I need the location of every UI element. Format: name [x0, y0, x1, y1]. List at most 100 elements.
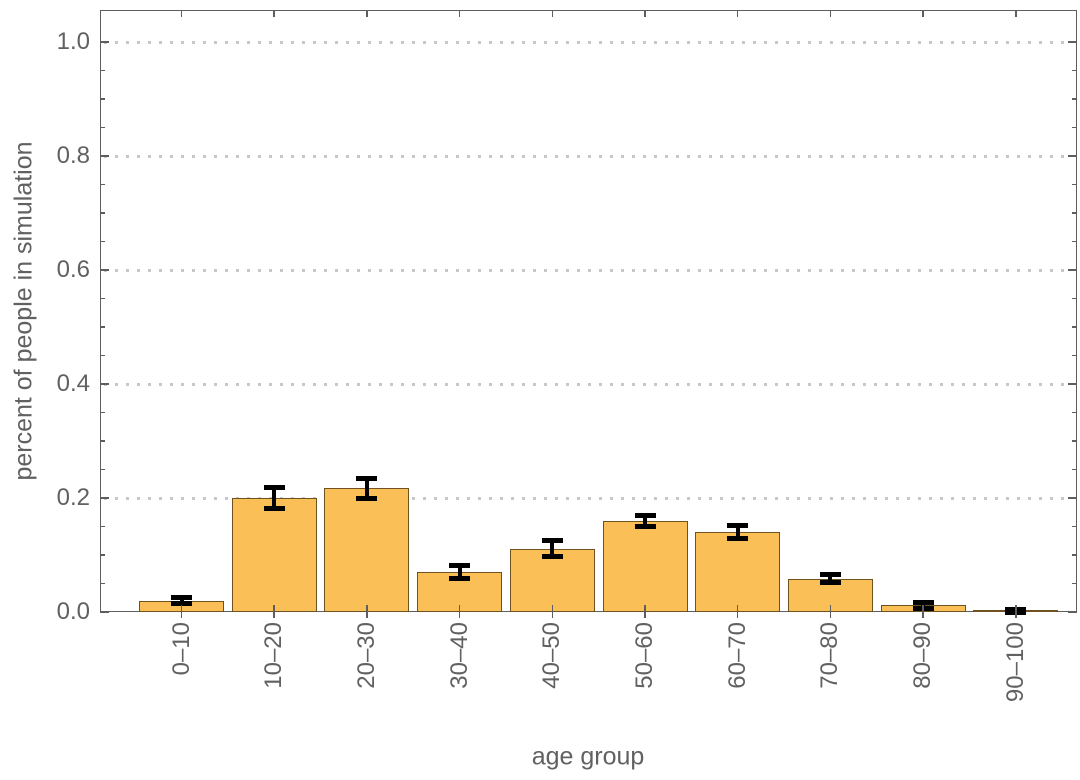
y-tick-minor	[1072, 240, 1077, 243]
error-bar-stem	[643, 515, 647, 527]
x-tick	[644, 605, 646, 618]
y-tick-minor	[1072, 326, 1077, 328]
x-tick-label-text: 60–70	[723, 622, 751, 689]
error-bar-stem	[735, 525, 740, 539]
error-bar-cap-bottom	[541, 554, 563, 560]
x-tick	[922, 605, 924, 618]
x-tick-top	[1015, 10, 1017, 17]
y-tick-minor	[1072, 354, 1077, 357]
x-tick-label-text: 10–20	[260, 622, 288, 689]
error-bar-cap-top	[819, 572, 841, 578]
y-tick-major	[1068, 497, 1077, 499]
error-bar-cap-top	[356, 475, 378, 481]
bar-50–60	[602, 520, 688, 612]
y-tick-minor	[100, 98, 105, 100]
x-tick-label-text: 70–80	[816, 622, 844, 689]
bar-60–70	[695, 532, 781, 612]
y-tick-minor	[1072, 126, 1077, 129]
error-bar-cap-top	[634, 512, 656, 518]
error-bar-stem	[364, 478, 369, 499]
x-tick-label-text: 50–60	[631, 622, 658, 689]
x-tick-top	[458, 10, 461, 17]
error-bar-cap-top	[263, 484, 285, 490]
x-tick-label-text: 20–30	[352, 622, 380, 689]
x-tick-label-text: 30–40	[445, 622, 473, 689]
x-tick-label: 40–50	[538, 622, 565, 689]
y-tick-minor	[100, 126, 105, 129]
error-bar-cap-bottom	[634, 524, 656, 529]
x-tick-top	[366, 10, 368, 17]
y-tick-label: 1.0	[56, 28, 90, 55]
bar-40–50	[509, 548, 595, 612]
grid-line	[104, 496, 1070, 500]
x-tick	[829, 605, 832, 618]
y-tick-minor	[1072, 411, 1077, 414]
x-tick-label-text: 0–10	[167, 622, 195, 676]
y-tick-minor	[100, 554, 105, 556]
error-bar-cap-top	[449, 562, 471, 568]
y-tick-major	[100, 383, 109, 385]
y-tick-major	[1068, 269, 1077, 271]
y-tick-major	[100, 41, 109, 43]
y-tick-major	[1068, 41, 1077, 43]
x-tick-label: 80–90	[909, 622, 936, 689]
x-tick-label: 0–10	[168, 622, 195, 675]
y-tick-minor	[1072, 212, 1077, 214]
x-tick-label-text: 40–50	[538, 622, 566, 689]
x-tick	[551, 605, 554, 618]
y-tick-major	[1068, 383, 1077, 385]
y-tick-major	[100, 497, 109, 499]
x-tick-top	[922, 10, 924, 17]
error-bar-stem	[272, 487, 277, 509]
y-tick-minor	[1072, 297, 1077, 300]
x-tick-label: 90–100	[1002, 622, 1029, 702]
y-tick-major	[100, 611, 109, 613]
x-tick-label-text: 80–90	[909, 622, 937, 689]
y-tick-label: 0.6	[56, 256, 90, 283]
x-tick-top	[829, 10, 832, 17]
x-tick-top	[644, 10, 646, 17]
y-tick-minor	[100, 582, 105, 585]
plot-area	[100, 10, 1077, 615]
error-bar-stem	[550, 540, 555, 557]
x-tick-label: 50–60	[631, 622, 658, 689]
x-tick-top	[180, 10, 183, 17]
x-axis-label: age group	[531, 742, 645, 771]
error-bar-stem	[179, 597, 184, 604]
x-tick-label: 60–70	[724, 622, 751, 689]
grid-line	[104, 154, 1070, 158]
x-tick	[736, 605, 739, 618]
error-bar-cap-top	[541, 538, 563, 544]
y-tick-minor	[100, 69, 105, 72]
grid-line	[104, 40, 1070, 44]
y-tick-minor	[100, 240, 105, 243]
y-tick-major	[100, 269, 109, 271]
error-bar-cap-top	[727, 523, 749, 529]
x-tick-top	[551, 10, 554, 17]
y-tick-minor	[100, 468, 105, 471]
y-tick-minor	[100, 440, 105, 442]
y-tick-minor	[1072, 183, 1077, 186]
y-tick-label: 0.0	[56, 598, 90, 625]
x-tick-label: 10–20	[260, 622, 287, 689]
grid-line	[104, 268, 1070, 272]
y-tick-minor	[100, 354, 105, 357]
y-tick-minor	[1072, 98, 1077, 100]
y-tick-minor	[100, 411, 105, 414]
y-tick-minor	[1072, 554, 1077, 556]
y-tick-label: 0.8	[56, 142, 90, 169]
y-tick-minor	[1072, 440, 1077, 442]
bar-10–20	[231, 498, 317, 612]
x-tick	[1015, 605, 1017, 618]
y-tick-major	[1068, 155, 1077, 157]
y-tick-minor	[100, 525, 105, 528]
x-tick-label: 20–30	[353, 622, 380, 689]
error-bar-cap-top	[171, 595, 192, 601]
error-bar-cap-bottom	[171, 600, 192, 606]
error-bar-cap-bottom	[819, 580, 841, 586]
error-bar-cap-bottom	[449, 576, 471, 582]
x-tick-label: 30–40	[446, 622, 473, 689]
x-tick-top	[273, 10, 275, 17]
error-bar-cap-bottom	[356, 496, 378, 502]
